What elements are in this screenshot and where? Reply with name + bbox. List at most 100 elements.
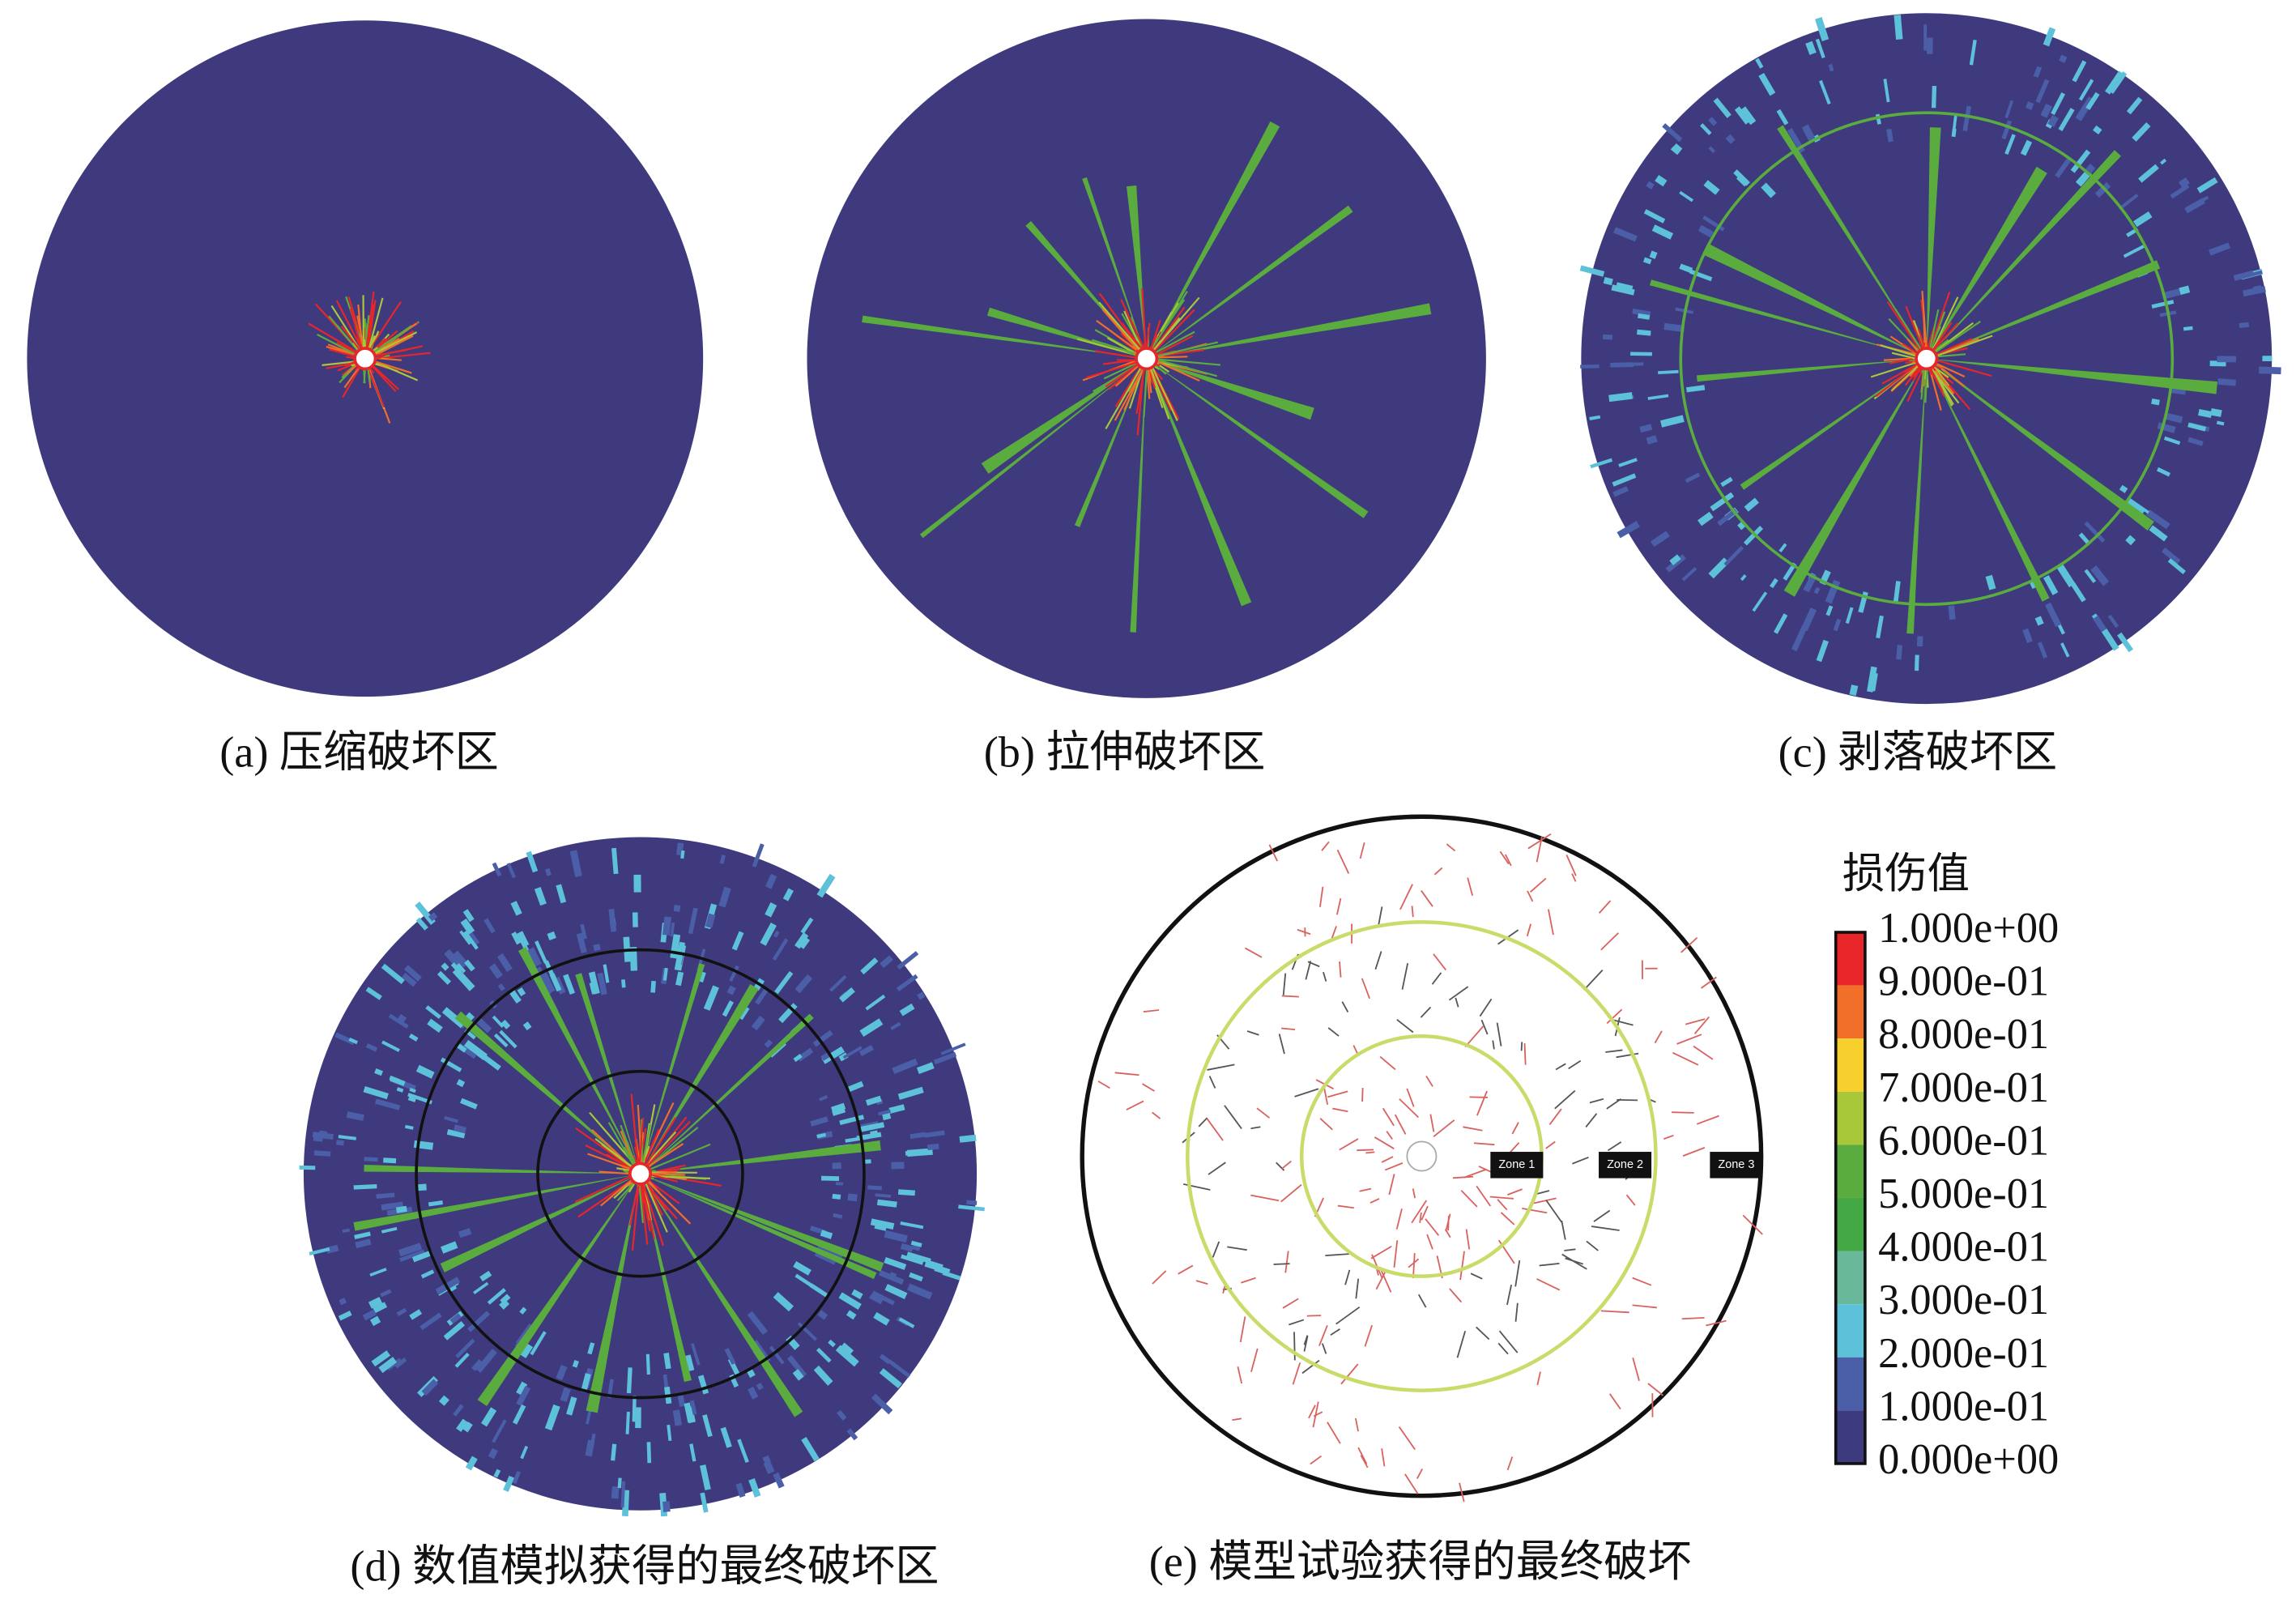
crack — [1357, 1149, 1374, 1152]
damage — [1651, 224, 1674, 240]
damage — [772, 938, 789, 961]
damage — [1931, 86, 1937, 109]
crack — [346, 356, 354, 359]
damage — [1610, 362, 1634, 368]
damage — [2216, 420, 2225, 426]
damage — [816, 873, 836, 898]
crack — [1307, 961, 1320, 968]
damage — [369, 1315, 381, 1327]
crack — [648, 1180, 661, 1194]
damage — [526, 850, 539, 873]
crack — [330, 305, 360, 349]
damage — [1662, 123, 1683, 143]
damage — [1743, 526, 1764, 546]
crack — [336, 342, 356, 354]
damage — [1813, 586, 1821, 595]
damage — [368, 1297, 383, 1309]
crack — [1891, 352, 1915, 360]
caption: (c) 剥落破坏区 — [1778, 728, 2058, 777]
damage — [662, 967, 668, 981]
crack — [1404, 1473, 1419, 1494]
crack — [1103, 362, 1137, 380]
crack — [1381, 1448, 1386, 1467]
damage — [939, 1266, 951, 1275]
crack — [1605, 1049, 1623, 1053]
damage — [1948, 605, 1956, 620]
legend-label: 5.000e-01 — [1878, 1170, 2049, 1217]
damage — [846, 1081, 864, 1093]
colorbar-band — [1835, 932, 1865, 986]
damage — [774, 970, 794, 995]
colorbar-band — [1835, 1251, 1865, 1305]
damage — [376, 1192, 395, 1199]
crack — [1433, 1119, 1455, 1138]
damage — [700, 1492, 709, 1513]
damage — [2198, 409, 2213, 418]
crack — [1206, 1118, 1224, 1141]
legend-label: 1.000e+00 — [1878, 905, 2059, 952]
crack — [1145, 322, 1151, 347]
crack — [352, 342, 359, 350]
damage — [2107, 614, 2119, 629]
damage — [1915, 654, 1919, 671]
crack — [1467, 877, 1473, 897]
caption: (d) 数值模拟获得的最终破坏区 — [350, 1541, 939, 1590]
crack — [1536, 1190, 1550, 1195]
crack — [1335, 1306, 1361, 1325]
crack — [1319, 886, 1324, 907]
crack — [1632, 1277, 1652, 1286]
damage — [1886, 128, 1893, 143]
damage — [420, 1269, 435, 1279]
damage — [870, 1218, 895, 1230]
crack — [1331, 926, 1337, 940]
damage — [375, 1098, 401, 1110]
crack — [1146, 303, 1432, 359]
crack — [1143, 1009, 1160, 1013]
damage — [909, 1132, 926, 1140]
crack — [1408, 1258, 1420, 1268]
crack — [632, 1154, 638, 1163]
damage — [1608, 392, 1633, 403]
crack — [1476, 1185, 1492, 1207]
damage — [560, 1387, 571, 1402]
crack — [1650, 279, 1927, 359]
crack — [1364, 1324, 1374, 1347]
damage — [794, 932, 809, 949]
damage — [420, 1312, 442, 1331]
damage — [428, 1200, 443, 1207]
crack — [1880, 344, 1916, 357]
damage — [2045, 602, 2062, 628]
damage — [589, 982, 598, 995]
damage — [355, 1238, 372, 1249]
damage — [1681, 567, 1698, 582]
crack — [1606, 1008, 1623, 1025]
damage — [500, 1294, 511, 1305]
crack — [1545, 1200, 1563, 1223]
crack — [1361, 978, 1370, 1000]
crack — [1289, 1319, 1305, 1326]
crack — [1361, 1088, 1364, 1102]
damage — [933, 1051, 957, 1065]
damage — [699, 971, 706, 983]
crack — [1297, 928, 1311, 936]
damage — [800, 917, 814, 934]
crack — [1696, 1115, 1719, 1125]
crack — [1937, 353, 1966, 358]
damage — [2075, 96, 2095, 121]
crack — [1894, 308, 1922, 349]
damage — [2043, 574, 2059, 595]
crack — [369, 368, 375, 374]
crack — [1325, 1253, 1349, 1257]
crack — [1937, 335, 1993, 356]
damage — [632, 1396, 637, 1422]
crack — [351, 364, 356, 367]
damage — [1818, 79, 1831, 105]
crack — [1431, 972, 1442, 985]
damage — [2059, 54, 2068, 63]
damage — [394, 1357, 407, 1369]
damage — [556, 884, 567, 904]
damage — [812, 1029, 833, 1047]
crack — [1706, 1319, 1727, 1327]
damage — [871, 1290, 895, 1306]
damage — [374, 1068, 384, 1076]
